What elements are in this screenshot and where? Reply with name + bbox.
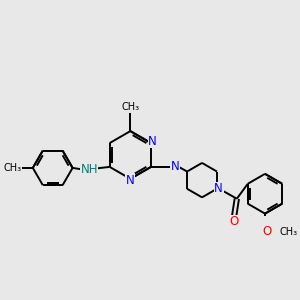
Text: O: O	[262, 225, 271, 238]
Text: CH₃: CH₃	[121, 102, 140, 112]
Text: CH₃: CH₃	[280, 227, 298, 237]
Text: NH: NH	[80, 163, 98, 176]
Text: O: O	[230, 215, 239, 228]
Text: N: N	[148, 135, 157, 148]
Text: N: N	[214, 182, 223, 195]
Text: CH₃: CH₃	[3, 163, 21, 173]
Text: N: N	[170, 160, 179, 173]
Text: N: N	[126, 174, 135, 187]
